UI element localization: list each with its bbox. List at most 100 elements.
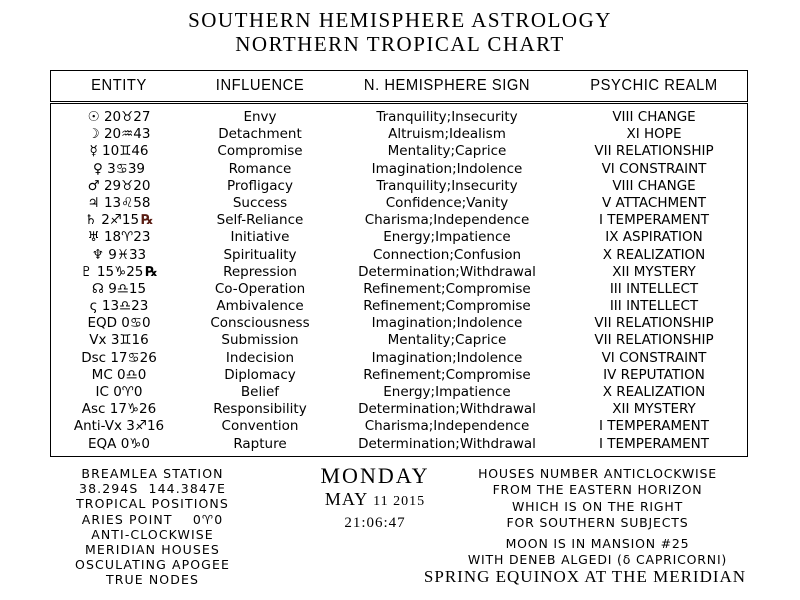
influence-cell: Profligacy [227,177,293,194]
footer-line: MOON IS IN MANSION #25 [505,535,690,551]
table-row: ☉ 20♉27 Envy Tranquility;Insecurity VIII CH… [51,109,747,126]
realm-cell: I TEMPERAMENT [599,418,709,435]
table-row: ♅ 18♈23 Initiative Energy;Impatience IX ASP… [51,229,747,246]
table-row: ♆ 9♓33 Spirituality Connection;Confusion X … [51,247,747,264]
table-row: ♇ 15♑25 ℞ Repression Determination;Withdraw… [51,264,747,281]
influence-cell: Co-Operation [214,280,306,297]
realm-cell: XII MYSTERY [612,263,696,280]
entity-cell: ♆ 9♓33 [91,246,147,263]
realm-cell: IV REPUTATION [603,366,705,383]
realm-cell: VII RELATIONSHIP [594,315,714,332]
entity-cell: ☿ 10♊46 [89,143,149,160]
sign-cell: Refinement;Compromise [363,366,531,383]
realm-cell: VII RELATIONSHIP [594,332,714,349]
sign-cell: Tranquility;Insecurity [376,177,518,194]
sign-cell: Determination;Withdrawal [358,435,536,452]
sign-cell: Tranquility;Insecurity [376,109,518,125]
footer-line: BREAMLEA STATION [81,466,224,481]
entity-cell: ♄ 2♐15 ℞ [84,212,154,229]
table-row: ♂ 29♉20 Profligacy Tranquility;Insecurity V… [51,178,747,195]
influence-cell: Ambivalence [216,298,304,315]
table-row: ♄ 2♐15 ℞ Self-Reliance Charisma;Independenc… [51,212,747,229]
table-row: MC 0♎0 Diplomacy Refinement;Compromise IV R… [51,367,747,384]
sign-cell: Energy;Impatience [383,229,511,246]
influence-cell: Spirituality [223,246,297,263]
influence-cell: Detachment [218,126,302,143]
table-row: ☿ 10♊46 Compromise Mentality;Caprice VII RE… [51,143,747,160]
footer-line: 38.294S 144.3847E [79,481,226,497]
influence-cell: Romance [228,160,292,177]
realm-cell: X REALIZATION [602,384,706,400]
table-row: ☽ 20♒43 Detachment Altruism;Idealism XI HOP… [51,126,747,143]
sign-cell: Confidence;Vanity [385,194,509,211]
date-day-year: 11 2015 [373,494,426,509]
table-row: EQA 0♑0 Rapture Determination;Withdrawal I … [51,436,747,453]
influence-cell: Success [232,194,288,211]
footer-line: FOR SOUTHERN SUBJECTS [506,515,689,531]
table-row: Asc 17♑26 Responsibility Determination;Wit… [51,401,747,418]
sign-cell: Altruism;Idealism [388,126,506,143]
footer-line: HOUSES NUMBER ANTICLOCKWISE [478,466,717,481]
column-header-influence: INFLUENCE [215,77,305,94]
influence-cell: Self-Reliance [216,212,304,229]
footer-station-info: BREAMLEA STATION 38.294S 144.3847E TROPICA… [25,466,280,588]
table-row: ♀ 3♋39 Romance Imagination;Indolence VI CON… [51,161,747,178]
influence-cell: Envy [243,109,277,125]
date-text: MAY 11 2015 [285,488,465,513]
footer-line: TRUE NODES [106,572,199,588]
table-row: ♃ 13♌58 Success Confidence;Vanity V ATTACHM… [51,195,747,212]
table-row: Vx 3♊16 Submission Mentality;Caprice VII RE… [51,332,747,349]
influence-cell: Convention [221,418,299,435]
entity-cell: ☉ 20♉27 [87,109,151,125]
influence-cell: Submission [221,332,299,349]
footer-line: WHICH IS ON THE RIGHT [511,498,684,514]
date-month: MAY [324,489,368,509]
entity-cell: ς 13♎23 [89,298,149,315]
influence-cell: Indecision [225,349,295,366]
realm-cell: VIII CHANGE [612,109,696,125]
sign-cell: Refinement;Compromise [363,280,531,297]
realm-cell: III INTELLECT [609,280,699,297]
time-text: 21:06:47 [344,515,406,531]
sign-cell: Mentality;Caprice [387,332,507,349]
realm-cell: X REALIZATION [602,246,706,263]
page-title: SOUTHERN HEMISPHERE ASTROLOGY NORTHERN T… [0,8,800,56]
influence-cell: Initiative [230,229,290,246]
influence-cell: Repression [223,263,297,280]
sign-cell: Imagination;Indolence [371,315,523,332]
footer-line: WITH DENEB ALGEDI (δ CAPRICORNI) [467,552,728,568]
sign-cell: Imagination;Indolence [371,160,523,177]
influence-cell: Responsibility [213,401,307,418]
sign-cell: Imagination;Indolence [371,349,523,366]
entity-cell: MC 0♎0 [91,366,147,383]
realm-cell: III INTELLECT [609,298,699,315]
entity-cell: Dsc 17♋26 [81,349,157,366]
entity-cell: Asc 17♑26 [81,401,157,418]
realm-cell: VIII CHANGE [612,177,696,194]
entity-cell: ♂ 29♉20 [87,177,151,194]
realm-cell: IX ASPIRATION [605,229,703,246]
footer-houses-info: HOUSES NUMBER ANTICLOCKWISE FROM THE EAST… [450,466,745,568]
influence-cell: Compromise [217,143,303,160]
table-row: ς 13♎23 Ambivalence Refinement;Compromise I… [51,298,747,315]
entity-cell: ♃ 13♌58 [87,194,151,211]
table-row: Dsc 17♋26 Indecision Imagination;Indolence… [51,350,747,367]
retrograde-icon: ℞ [145,263,158,280]
column-header-entity: ENTITY [91,77,147,94]
title-line-2: NORTHERN TROPICAL CHART [235,32,565,56]
entity-cell: ♅ 18♈23 [87,229,151,246]
sign-cell: Determination;Withdrawal [358,401,536,418]
table-row: ☊ 9♎15 Co-Operation Refinement;Compromise I… [51,281,747,298]
entity-cell: IC 0♈0 [95,384,143,400]
sign-cell: Connection;Confusion [372,246,522,263]
entity-cell: ☽ 20♒43 [87,126,151,143]
sign-cell: Charisma;Independence [364,212,530,229]
realm-cell: I TEMPERAMENT [599,212,709,229]
entity-cell: Vx 3♊16 [89,332,149,349]
entity-cell: EQA 0♑0 [88,435,150,452]
table-row: IC 0♈0 Belief Energy;Impatience X REALIZATI… [51,384,747,401]
table-row: Anti-Vx 3♐16 Convention Charisma;Independe… [51,418,747,435]
weekday-text: MONDAY [320,463,430,488]
title-line-1: SOUTHERN HEMISPHERE ASTROLOGY [188,8,612,32]
footer-line: FROM THE EASTERN HORIZON [492,482,703,498]
